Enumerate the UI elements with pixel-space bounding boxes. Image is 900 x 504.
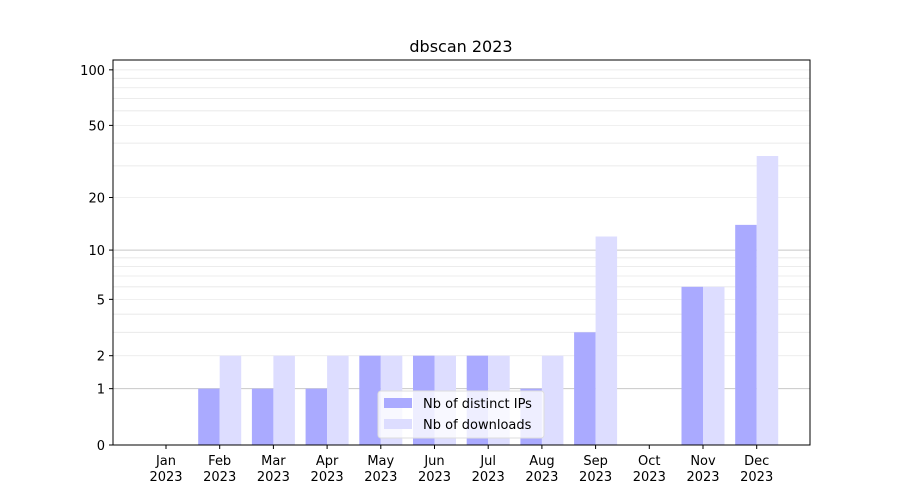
legend-label: Nb of downloads — [423, 418, 532, 433]
legend-box — [377, 390, 545, 439]
plot-frame — [112, 59, 811, 446]
x-tick-label: Feb 2023 — [203, 454, 236, 485]
bar-distinct-ips — [198, 388, 220, 445]
x-tick-label: Mar 2023 — [257, 454, 290, 485]
bar-distinct-ips — [359, 355, 381, 445]
y-tick-label: 10 — [88, 244, 105, 259]
bar-downloads — [756, 155, 779, 446]
x-tick-label: Jul 2023 — [472, 454, 505, 485]
x-tick-label: Dec 2023 — [740, 454, 773, 485]
bar-distinct-ips — [305, 388, 328, 445]
legend-swatch — [384, 398, 412, 408]
legend-label: Nb of distinct IPs — [423, 397, 532, 412]
bar-distinct-ips — [574, 332, 596, 445]
bar-distinct-ips — [251, 388, 274, 445]
bar-downloads — [219, 355, 242, 445]
bar-downloads — [703, 286, 725, 445]
y-tick-label: 0 — [97, 439, 105, 454]
bar-distinct-ips — [681, 286, 703, 445]
x-tick-label: Jun 2023 — [418, 454, 451, 485]
chart-title: dbscan 2023 — [409, 37, 512, 56]
x-tick-label: May 2023 — [364, 454, 397, 485]
legend-swatch — [384, 419, 412, 429]
y-tick-label: 1 — [97, 383, 105, 398]
y-tick-label: 5 — [97, 293, 105, 308]
y-tick-label: 20 — [88, 192, 105, 207]
y-tick-label: 100 — [80, 64, 105, 79]
x-tick-label: Aug 2023 — [525, 454, 558, 485]
x-tick-label: Sep 2023 — [579, 454, 612, 485]
y-tick-label: 50 — [88, 119, 105, 134]
y-tick-label: 2 — [97, 350, 105, 365]
x-tick-label: Jan 2023 — [149, 454, 182, 485]
x-tick-label: Oct 2023 — [633, 454, 666, 485]
bar-distinct-ips — [735, 224, 757, 445]
bar-downloads — [595, 236, 618, 445]
bar-downloads — [327, 355, 349, 445]
legend: Nb of distinct IPs Nb of downloads — [377, 390, 545, 439]
bar-downloads — [273, 355, 295, 445]
x-tick-label: Apr 2023 — [311, 454, 344, 485]
x-tick-label: Nov 2023 — [686, 454, 719, 485]
bar-downloads — [541, 355, 564, 445]
